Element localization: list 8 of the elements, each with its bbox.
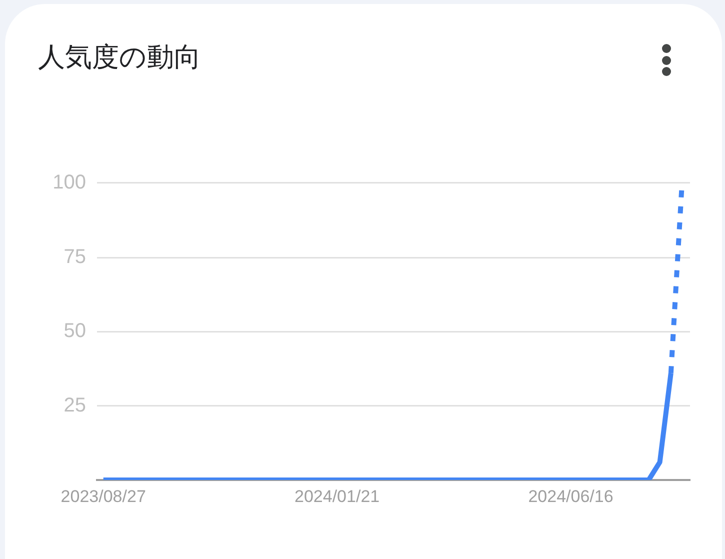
chart-title: 人気度の動向 bbox=[38, 42, 201, 74]
x-tick-label: 2024/06/16 bbox=[528, 486, 614, 506]
y-tick-label: 100 bbox=[52, 172, 86, 194]
y-tick-label: 75 bbox=[64, 246, 86, 268]
y-tick-label: 50 bbox=[64, 320, 86, 342]
x-tick-label: 2023/08/27 bbox=[60, 486, 146, 506]
x-tick-label: 2024/01/21 bbox=[294, 486, 380, 506]
y-tick-label: 25 bbox=[64, 394, 86, 416]
